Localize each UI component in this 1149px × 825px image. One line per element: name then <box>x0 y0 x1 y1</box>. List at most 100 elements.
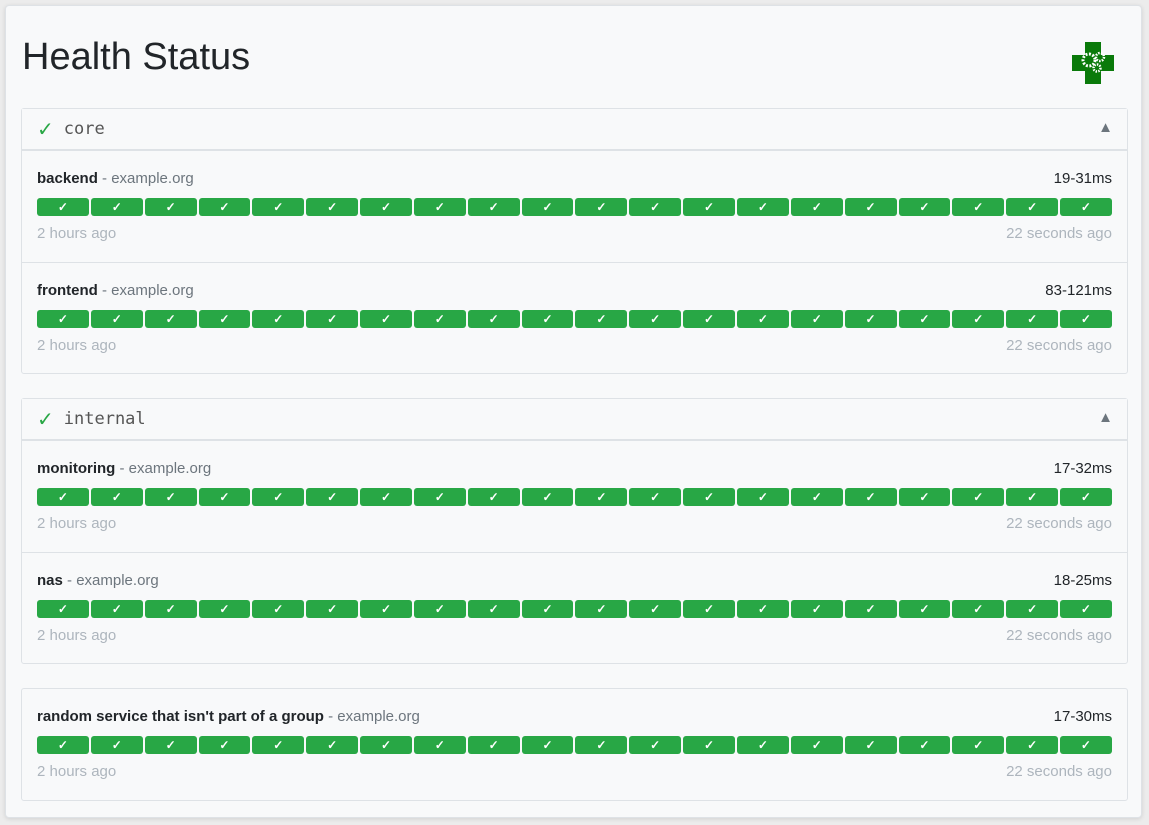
result-bar[interactable]: ✓ <box>252 488 305 506</box>
result-bar[interactable]: ✓ <box>144 600 197 618</box>
result-bar[interactable]: ✓ <box>521 198 574 216</box>
result-bar[interactable]: ✓ <box>1060 198 1112 216</box>
result-bar[interactable]: ✓ <box>198 736 251 754</box>
result-bar[interactable]: ✓ <box>37 600 89 618</box>
result-bar[interactable]: ✓ <box>790 198 843 216</box>
result-bar[interactable]: ✓ <box>844 736 897 754</box>
result-bar[interactable]: ✓ <box>360 310 412 328</box>
result-bar[interactable]: ✓ <box>413 736 466 754</box>
result-bar[interactable]: ✓ <box>37 488 89 506</box>
result-bar[interactable]: ✓ <box>629 310 682 328</box>
result-bar[interactable]: ✓ <box>952 310 1005 328</box>
service-name[interactable]: random service that isn't part of a grou… <box>37 708 324 725</box>
result-bar[interactable]: ✓ <box>683 198 735 216</box>
result-bar[interactable]: ✓ <box>90 488 143 506</box>
collapse-toggle-icon[interactable]: ▲ <box>1098 409 1113 426</box>
result-bar[interactable]: ✓ <box>521 310 574 328</box>
result-bar[interactable]: ✓ <box>736 736 789 754</box>
result-bar[interactable]: ✓ <box>1006 600 1059 618</box>
result-bar[interactable]: ✓ <box>306 488 359 506</box>
result-bar[interactable]: ✓ <box>90 600 143 618</box>
result-bar[interactable]: ✓ <box>306 736 359 754</box>
result-bar[interactable]: ✓ <box>790 488 843 506</box>
result-bar[interactable]: ✓ <box>898 600 951 618</box>
result-bar[interactable]: ✓ <box>844 600 897 618</box>
result-bar[interactable]: ✓ <box>683 600 735 618</box>
result-bar[interactable]: ✓ <box>575 736 628 754</box>
result-bar[interactable]: ✓ <box>575 600 628 618</box>
result-bar[interactable]: ✓ <box>90 736 143 754</box>
result-bar[interactable]: ✓ <box>952 736 1005 754</box>
result-bar[interactable]: ✓ <box>252 736 305 754</box>
result-bar[interactable]: ✓ <box>467 600 520 618</box>
result-bar[interactable]: ✓ <box>413 488 466 506</box>
result-bar[interactable]: ✓ <box>413 198 466 216</box>
result-bar[interactable]: ✓ <box>575 198 628 216</box>
result-bar[interactable]: ✓ <box>90 310 143 328</box>
result-bar[interactable]: ✓ <box>790 310 843 328</box>
result-bar[interactable]: ✓ <box>360 198 412 216</box>
result-bar[interactable]: ✓ <box>521 600 574 618</box>
group-header[interactable]: ✓ internal ▲ <box>22 399 1127 441</box>
result-bar[interactable]: ✓ <box>413 600 466 618</box>
result-bar[interactable]: ✓ <box>360 736 412 754</box>
result-bar[interactable]: ✓ <box>252 600 305 618</box>
result-bar[interactable]: ✓ <box>467 488 520 506</box>
result-bar[interactable]: ✓ <box>952 600 1005 618</box>
result-bar[interactable]: ✓ <box>252 198 305 216</box>
result-bar[interactable]: ✓ <box>683 488 735 506</box>
result-bar[interactable]: ✓ <box>37 310 89 328</box>
result-bar[interactable]: ✓ <box>37 198 89 216</box>
result-bar[interactable]: ✓ <box>736 600 789 618</box>
result-bar[interactable]: ✓ <box>898 198 951 216</box>
result-bar[interactable]: ✓ <box>467 198 520 216</box>
result-bar[interactable]: ✓ <box>575 488 628 506</box>
result-bar[interactable]: ✓ <box>360 488 412 506</box>
result-bar[interactable]: ✓ <box>790 736 843 754</box>
result-bar[interactable]: ✓ <box>1060 600 1112 618</box>
result-bar[interactable]: ✓ <box>683 310 735 328</box>
result-bar[interactable]: ✓ <box>144 198 197 216</box>
result-bar[interactable]: ✓ <box>844 310 897 328</box>
service-name[interactable]: frontend <box>37 282 98 299</box>
result-bar[interactable]: ✓ <box>90 198 143 216</box>
result-bar[interactable]: ✓ <box>144 310 197 328</box>
collapse-toggle-icon[interactable]: ▲ <box>1098 119 1113 136</box>
result-bar[interactable]: ✓ <box>1006 736 1059 754</box>
result-bar[interactable]: ✓ <box>629 736 682 754</box>
result-bar[interactable]: ✓ <box>790 600 843 618</box>
result-bar[interactable]: ✓ <box>1006 488 1059 506</box>
result-bar[interactable]: ✓ <box>37 736 89 754</box>
result-bar[interactable]: ✓ <box>629 488 682 506</box>
result-bar[interactable]: ✓ <box>467 736 520 754</box>
result-bar[interactable]: ✓ <box>198 600 251 618</box>
result-bar[interactable]: ✓ <box>144 736 197 754</box>
result-bar[interactable]: ✓ <box>521 736 574 754</box>
result-bar[interactable]: ✓ <box>198 488 251 506</box>
result-bar[interactable]: ✓ <box>198 310 251 328</box>
result-bar[interactable]: ✓ <box>1006 310 1059 328</box>
result-bar[interactable]: ✓ <box>736 488 789 506</box>
result-bar[interactable]: ✓ <box>1060 736 1112 754</box>
result-bar[interactable]: ✓ <box>306 600 359 618</box>
result-bar[interactable]: ✓ <box>629 600 682 618</box>
group-header[interactable]: ✓ core ▲ <box>22 109 1127 151</box>
result-bar[interactable]: ✓ <box>736 198 789 216</box>
result-bar[interactable]: ✓ <box>413 310 466 328</box>
result-bar[interactable]: ✓ <box>844 488 897 506</box>
result-bar[interactable]: ✓ <box>467 310 520 328</box>
service-name[interactable]: backend <box>37 170 98 187</box>
result-bar[interactable]: ✓ <box>306 310 359 328</box>
service-name[interactable]: nas <box>37 572 63 589</box>
result-bar[interactable]: ✓ <box>952 198 1005 216</box>
service-name[interactable]: monitoring <box>37 460 116 477</box>
result-bar[interactable]: ✓ <box>198 198 251 216</box>
result-bar[interactable]: ✓ <box>144 488 197 506</box>
result-bar[interactable]: ✓ <box>1006 198 1059 216</box>
result-bar[interactable]: ✓ <box>521 488 574 506</box>
result-bar[interactable]: ✓ <box>898 488 951 506</box>
result-bar[interactable]: ✓ <box>306 198 359 216</box>
result-bar[interactable]: ✓ <box>252 310 305 328</box>
result-bar[interactable]: ✓ <box>683 736 735 754</box>
result-bar[interactable]: ✓ <box>1060 488 1112 506</box>
